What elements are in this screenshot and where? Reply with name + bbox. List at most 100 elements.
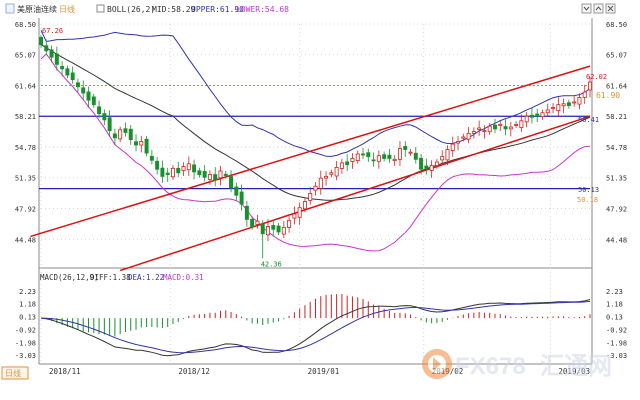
macd-tick-label-right: -3.03 (606, 352, 627, 360)
macd-value-label: MACD:0.31 (163, 273, 204, 282)
mid-label: MID:58.29 (152, 5, 196, 14)
macd-header: MACD(26,12,9) DIFF:1.38 DEA:1.22 MACD:0.… (40, 273, 204, 282)
upper-marker: 61.90 (596, 91, 620, 100)
candle-up (471, 131, 476, 134)
candle-down (223, 173, 228, 176)
candle-down (192, 164, 197, 173)
candle-down (97, 106, 102, 115)
right-markers: 61.90 58.41 50.13 50.18 (577, 91, 620, 204)
candle-down (366, 152, 371, 158)
window-controls (581, 3, 616, 14)
footer-period-badge[interactable]: 日线 (5, 368, 21, 378)
candle-down (107, 117, 112, 132)
indicator-checkbox-icon[interactable] (5, 3, 15, 14)
y-tick-label-right: 44.48 (606, 236, 627, 244)
last-price-annotation: 62.02 (586, 73, 607, 81)
support-marker: 50.13 (578, 186, 599, 194)
candle-up (355, 153, 360, 161)
candle-up (551, 106, 556, 109)
candle-up (334, 167, 339, 177)
high-annotation: 67.26 (42, 27, 63, 35)
candle-down (566, 102, 571, 106)
candle-up (376, 155, 381, 162)
candle-up (313, 185, 318, 191)
candle-up (434, 161, 439, 167)
boll-upper-line (40, 30, 591, 157)
channel-lower-line (119, 115, 591, 272)
y-tick-label-right: 58.21 (606, 113, 627, 121)
candle-down (128, 128, 133, 141)
boll-mid-line (40, 44, 591, 201)
candle-down (160, 167, 165, 177)
candle-down (102, 113, 107, 121)
candle-down (503, 126, 508, 130)
macd-tick-label-right: 0.13 (606, 314, 623, 322)
candle-down (49, 49, 54, 58)
candle-down (197, 170, 202, 175)
candle-down (271, 225, 276, 230)
candle-up (318, 177, 323, 189)
candle-up (466, 132, 471, 140)
price-annotations: 67.26 42.36 62.02 (42, 27, 607, 268)
trend-channel (30, 65, 591, 272)
candle-up (440, 156, 445, 161)
candle-down (75, 82, 80, 88)
macd-lines (40, 299, 591, 357)
candle-down (44, 45, 49, 52)
candle-down (213, 174, 218, 181)
macd-tick-label-left: -0.92 (15, 326, 36, 334)
candle-down (81, 87, 86, 94)
diff-label: DIFF:1.38 (90, 273, 131, 282)
candle-down (413, 152, 418, 160)
period-badge[interactable]: 日线 (59, 4, 75, 14)
candle-down (39, 37, 43, 46)
close-icon[interactable] (605, 3, 616, 14)
candle-down (91, 96, 96, 106)
y-tick-label-right: 68.50 (606, 21, 627, 29)
candle-down (424, 165, 429, 169)
candle-up (519, 120, 524, 129)
footer: 日线 (1, 366, 29, 380)
candle-up (561, 103, 566, 107)
y-tick-label-right: 51.35 (606, 175, 627, 183)
candle-up (498, 123, 503, 127)
candle-down (419, 157, 424, 170)
candle-up (477, 127, 482, 130)
candle-down (529, 114, 534, 118)
hline-upper-marker: 58.41 (578, 116, 599, 124)
candle-up (524, 115, 529, 123)
footer-period-badge-box[interactable] (1, 366, 29, 380)
macd-tick-label-left: -1.98 (15, 339, 36, 347)
chevron-down-icon[interactable] (581, 3, 592, 14)
candle-up (461, 136, 466, 139)
candle-up (207, 174, 212, 180)
candle-up (329, 172, 334, 175)
candle-down (149, 155, 154, 161)
macd-tick-label-right: -0.92 (606, 326, 627, 334)
y-tick-label-right: 54.78 (606, 144, 627, 152)
boll-label: BOLL(26,2) (107, 5, 155, 14)
candle-down (155, 160, 160, 170)
candle-up (118, 129, 123, 140)
candle-down (276, 225, 281, 233)
macd-tick-label-right: -1.98 (606, 339, 627, 347)
y-tick-label-left: 47.92 (15, 205, 36, 213)
candle-down (134, 141, 139, 146)
candle-down (345, 161, 350, 166)
macd-axis-ticks: 2.23 2.23 1.18 1.18 0.13 0.13 -0.92 -0.92 -1.98 -… (15, 288, 627, 360)
candle-down (202, 170, 207, 178)
candle-up (397, 148, 402, 160)
candle-up (350, 158, 355, 162)
candle-down (60, 66, 65, 70)
candlesticks (39, 35, 592, 259)
y-tick-label-right: 65.07 (606, 52, 627, 60)
candle-down (382, 154, 387, 159)
candle-up (487, 125, 492, 133)
chevron-up-icon[interactable] (593, 3, 604, 14)
candle-up (266, 226, 270, 236)
settings-box-icon[interactable] (96, 4, 105, 13)
candle-down (260, 224, 265, 235)
candle-up (186, 163, 191, 171)
candle-down (535, 113, 540, 116)
